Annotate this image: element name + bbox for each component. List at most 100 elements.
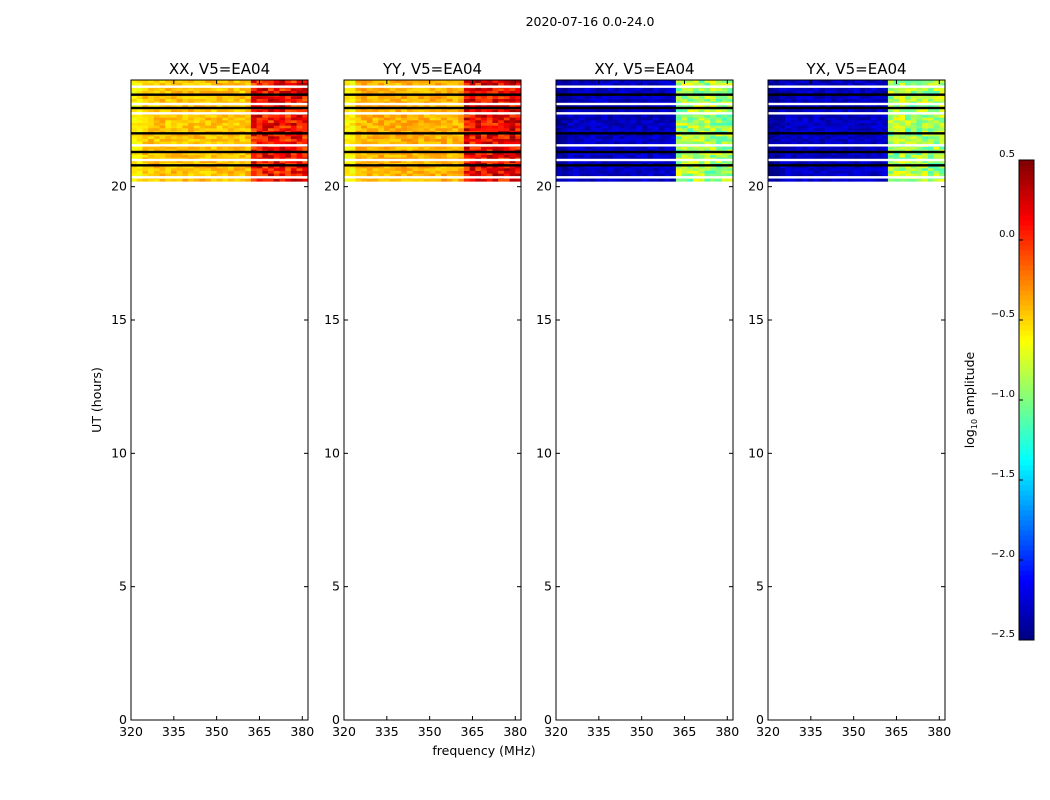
heatmap-cell xyxy=(876,82,883,86)
heatmap-cell xyxy=(785,117,792,121)
heatmap-cell xyxy=(584,114,591,118)
heatmap-cell xyxy=(635,117,642,121)
heatmap-cell xyxy=(595,120,602,123)
heatmap-cell xyxy=(406,125,413,129)
heatmap-cell xyxy=(670,120,677,123)
heatmap-cell xyxy=(273,88,280,91)
heatmap-cell xyxy=(389,160,396,163)
heatmap-cell xyxy=(601,146,608,150)
heatmap-cell xyxy=(687,88,694,91)
heatmap-cell xyxy=(412,138,419,142)
heatmap-cell xyxy=(635,146,642,150)
heatmap-cell xyxy=(182,168,189,171)
heatmap-cell xyxy=(721,114,728,118)
heatmap-cell xyxy=(153,109,160,113)
heatmap-cell xyxy=(395,96,402,99)
heatmap-cell xyxy=(136,96,143,99)
heatmap-cell xyxy=(193,146,200,150)
heatmap-cell xyxy=(647,146,654,150)
heatmap-cell xyxy=(573,109,580,113)
heatmap-cell xyxy=(469,98,476,102)
colorbar-tick-label: −2.5 xyxy=(991,629,1015,640)
heatmap-cell xyxy=(825,168,832,171)
heatmap-cell xyxy=(290,146,297,150)
heatmap-cell xyxy=(773,165,780,169)
heatmap-cell xyxy=(905,138,912,142)
heatmap-cell xyxy=(887,114,894,118)
heatmap-cell xyxy=(710,170,717,174)
colorbar-segment xyxy=(1019,525,1034,531)
heatmap-cell xyxy=(136,90,143,94)
colorbar-segment xyxy=(1019,455,1034,461)
heatmap-cell xyxy=(412,170,419,174)
heatmap-cell xyxy=(681,173,688,177)
heatmap-cell xyxy=(796,141,803,145)
heatmap-cell xyxy=(727,80,734,83)
colorbar-segment xyxy=(1019,415,1034,421)
heatmap-cell xyxy=(641,133,648,137)
heatmap-cell xyxy=(481,178,488,182)
heatmap-cell xyxy=(664,98,671,102)
heatmap-cell xyxy=(590,109,597,113)
heatmap-cell xyxy=(245,154,252,158)
heatmap-cell xyxy=(418,88,425,91)
heatmap-cell xyxy=(584,122,591,126)
heatmap-cell xyxy=(853,122,860,126)
heatmap-cell xyxy=(492,125,499,129)
heatmap-cell xyxy=(802,173,809,177)
heatmap-cell xyxy=(355,146,362,150)
heatmap-cell xyxy=(653,154,660,158)
heatmap-cell xyxy=(785,136,792,139)
heatmap-cell xyxy=(905,165,912,169)
heatmap-cell xyxy=(423,146,430,150)
heatmap-cell xyxy=(492,114,499,118)
heatmap-cell xyxy=(584,178,591,182)
heatmap-cell xyxy=(927,173,934,177)
heatmap-cell xyxy=(830,168,837,171)
heatmap-cell xyxy=(131,98,138,102)
heatmap-cell xyxy=(366,141,373,145)
flagged-row xyxy=(768,150,945,154)
heatmap-cell xyxy=(853,146,860,150)
x-tick-label: 335 xyxy=(587,724,611,739)
heatmap-cell xyxy=(285,141,292,145)
heatmap-cell xyxy=(361,168,368,171)
heatmap-cell xyxy=(515,96,522,99)
y-tick-label: 15 xyxy=(536,312,552,327)
heatmap-cell xyxy=(136,160,143,163)
heatmap-cell xyxy=(641,125,648,129)
heatmap-cell xyxy=(727,104,734,107)
heatmap-cell xyxy=(296,88,303,91)
heatmap-cell xyxy=(607,165,614,169)
heatmap-cell xyxy=(228,98,235,102)
heatmap-cell xyxy=(142,82,149,86)
heatmap-cell xyxy=(802,141,809,145)
heatmap-cell xyxy=(256,114,263,118)
heatmap-cell xyxy=(239,178,246,182)
heatmap-cell xyxy=(670,146,677,150)
heatmap-cell xyxy=(193,82,200,86)
heatmap-cell xyxy=(887,133,894,137)
heatmap-cell xyxy=(779,165,786,169)
heatmap-cell xyxy=(148,138,155,142)
heatmap-cell xyxy=(830,136,837,139)
heatmap-cell xyxy=(302,82,309,86)
heatmap-cell xyxy=(613,170,620,174)
heatmap-cell xyxy=(458,154,465,158)
colorbar-segment xyxy=(1019,250,1034,256)
heatmap-cell xyxy=(366,146,373,150)
heatmap-cell xyxy=(199,146,206,150)
heatmap-cell xyxy=(182,117,189,121)
heatmap-cell xyxy=(939,133,946,137)
heatmap-cell xyxy=(584,109,591,113)
heatmap-cell xyxy=(653,168,660,171)
heatmap-cell xyxy=(355,80,362,83)
heatmap-cell xyxy=(498,90,505,94)
heatmap-cell xyxy=(423,109,430,113)
heatmap-cell xyxy=(567,98,574,102)
heatmap-cell xyxy=(790,82,797,86)
heatmap-cell xyxy=(222,125,229,129)
heatmap-cell xyxy=(802,133,809,137)
heatmap-cell xyxy=(423,90,430,94)
heatmap-cell xyxy=(239,98,246,102)
